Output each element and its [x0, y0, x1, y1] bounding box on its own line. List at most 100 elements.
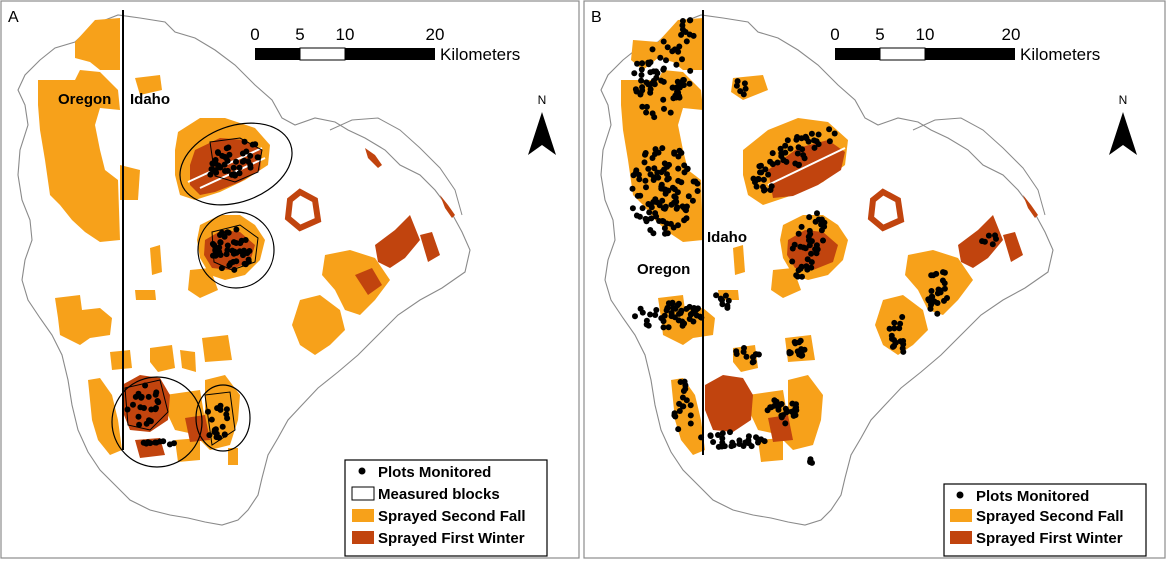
- plot-dot: [897, 320, 904, 327]
- plot-dot: [679, 403, 686, 410]
- plot-dot: [675, 426, 682, 433]
- plot-dot: [642, 215, 649, 222]
- plot-dot: [719, 301, 726, 308]
- plot-dot: [806, 227, 813, 234]
- legend-label: Sprayed Second Fall: [378, 508, 526, 525]
- plot-dot: [802, 245, 809, 252]
- plot-dot: [685, 193, 692, 200]
- plot-dot: [896, 325, 903, 332]
- plot-dot: [132, 393, 139, 400]
- plot-dot: [648, 215, 655, 222]
- plot-dot: [664, 44, 671, 51]
- plot-dot: [793, 407, 800, 414]
- plot-dot: [755, 351, 762, 358]
- plot-dot: [789, 245, 796, 252]
- plot-dot: [664, 230, 671, 237]
- plot-dot: [799, 273, 805, 280]
- plot-dot: [670, 305, 676, 311]
- plot-dot: [230, 164, 237, 171]
- plot-dot: [148, 406, 155, 413]
- plot-dot: [813, 242, 820, 249]
- plot-dot: [667, 109, 674, 116]
- plot-dot: [212, 167, 219, 174]
- plot-dot: [239, 158, 246, 165]
- plot-dot: [661, 225, 668, 232]
- plot-dot: [805, 138, 812, 145]
- plot-dot: [787, 349, 794, 356]
- plot-dot: [798, 223, 805, 230]
- plot-dot: [789, 400, 796, 407]
- plot-dot: [694, 188, 701, 194]
- plot-dot: [820, 237, 826, 244]
- plot-dot: [634, 60, 641, 67]
- plot-dot: [891, 319, 898, 326]
- plot-dot: [687, 420, 694, 427]
- plot-dot: [782, 420, 789, 427]
- plot-dot: [719, 435, 726, 442]
- plot-dot: [224, 242, 231, 249]
- plot-dot: [661, 105, 667, 112]
- plot-dot: [760, 176, 767, 183]
- plot-dot: [147, 440, 154, 447]
- plot-dot: [743, 353, 750, 360]
- plot-dot: [741, 80, 748, 87]
- legend-symbol-dot: [358, 467, 366, 475]
- legend-box: [344, 459, 548, 557]
- plot-dot: [629, 185, 636, 192]
- plot-dot: [684, 165, 691, 172]
- legend-symbol-fill: [950, 531, 972, 544]
- plot-dot: [682, 382, 689, 389]
- plot-dot: [661, 312, 668, 319]
- plot-dot: [745, 440, 752, 447]
- plot-dot: [138, 393, 145, 400]
- plot-dot: [208, 416, 215, 423]
- plot-dot: [733, 348, 740, 355]
- plot-dot: [814, 210, 820, 217]
- plot-dot: [152, 391, 159, 398]
- plot-dot: [660, 96, 667, 103]
- plot-dot: [740, 348, 747, 355]
- panel-b: B Oregon Idaho 0 5 10 20 Kilometers N Pl…: [583, 0, 1166, 559]
- plot-dot: [676, 43, 683, 50]
- plot-dot: [899, 314, 906, 320]
- scale-unit: Kilometers: [440, 45, 520, 64]
- plot-dot: [934, 300, 941, 306]
- plot-dot: [686, 80, 693, 87]
- state-label-idaho: Idaho: [707, 229, 747, 246]
- legend-symbol-dot: [956, 491, 964, 499]
- plot-dot: [736, 437, 743, 444]
- plot-dot: [680, 77, 687, 83]
- plot-dot: [244, 250, 251, 257]
- plot-dot: [811, 144, 818, 151]
- plot-dot: [660, 318, 667, 325]
- plot-dot: [773, 398, 780, 405]
- plot-dot: [247, 162, 254, 169]
- plot-dot: [224, 167, 231, 174]
- plot-dot: [660, 65, 667, 72]
- plot-dot: [660, 38, 667, 45]
- plot-dot: [673, 61, 680, 68]
- plot-dot: [653, 307, 660, 313]
- plot-dot: [721, 443, 728, 450]
- plot-dot: [689, 197, 696, 204]
- plot-dot: [784, 408, 791, 415]
- north-label: N: [538, 93, 547, 107]
- plot-dot: [676, 408, 683, 414]
- plot-dot: [638, 77, 645, 84]
- plot-dot: [157, 438, 163, 445]
- plot-dot: [725, 297, 732, 304]
- plot-dot: [826, 126, 833, 133]
- plot-dot: [658, 169, 665, 176]
- plot-dot: [757, 169, 763, 176]
- road-line: [767, 147, 846, 186]
- plot-dot: [130, 401, 136, 408]
- plot-dot: [647, 89, 654, 96]
- plot-dot: [660, 78, 667, 85]
- plot-dot: [795, 162, 802, 169]
- plot-dot: [637, 305, 644, 312]
- plot-dot: [769, 150, 776, 157]
- plot-dot: [632, 313, 638, 320]
- plot-dot: [734, 78, 741, 85]
- plot-dot: [647, 227, 654, 233]
- plot-dot: [217, 239, 224, 246]
